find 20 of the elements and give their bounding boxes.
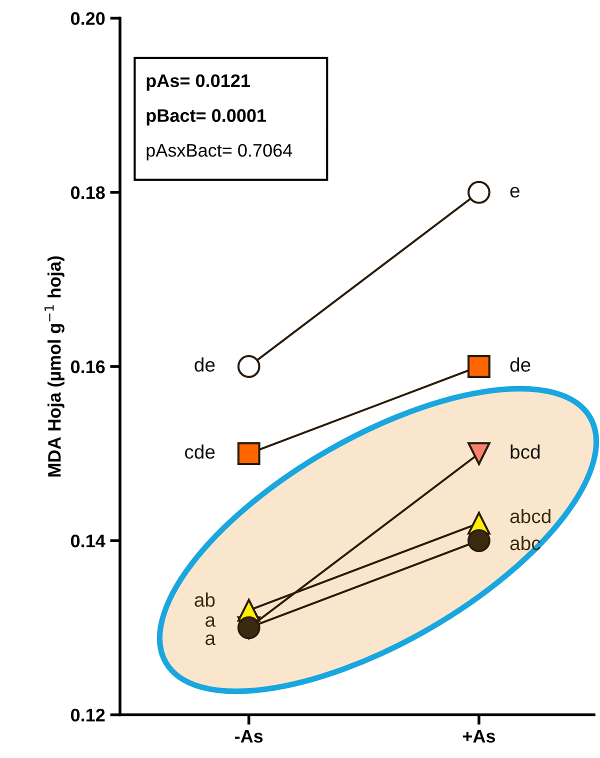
annotation: de (194, 357, 215, 372)
annotation: e (510, 186, 520, 198)
annotation: pBact= 0.0001 (146, 109, 266, 126)
y-axis-title: MDA Hoja (µmol g$^{−1}$ hoja) (44, 256, 64, 477)
annotation: de (510, 357, 530, 372)
annotation: a (206, 616, 216, 627)
annotation: cde (185, 444, 215, 459)
x-tick-label: -As (235, 730, 263, 743)
annotation: a (206, 634, 216, 646)
y-tick-label: 0.20 (70, 12, 105, 25)
annotation: ab (194, 592, 215, 607)
x-tick-label: +As (462, 730, 496, 743)
annotation: abcd (510, 508, 550, 524)
y-tick-label: 0.18 (70, 186, 105, 200)
annotation: pAs= 0.0121 (146, 74, 250, 91)
annotation: bcd (510, 444, 540, 459)
y-tick-label: 0.16 (70, 360, 105, 374)
y-tick-label: 0.14 (70, 534, 106, 548)
annotation: pAsxBact= 0.7064 (146, 144, 292, 160)
y-tick-label: 0.12 (70, 708, 105, 722)
